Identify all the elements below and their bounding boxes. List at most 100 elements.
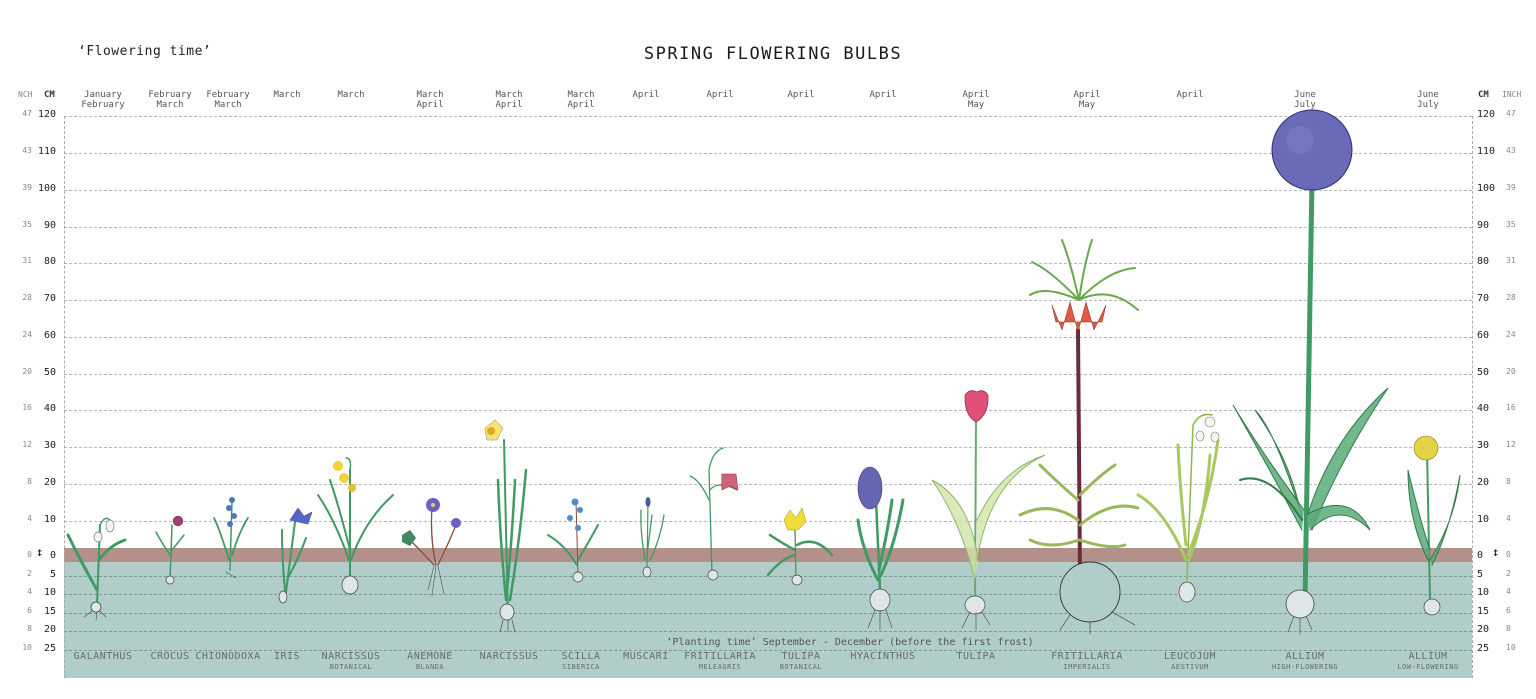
left-cm-tick: 50 xyxy=(43,367,56,378)
gridline xyxy=(64,153,1472,154)
gridline xyxy=(64,300,1472,301)
gridline xyxy=(64,374,1472,375)
plant-variety-label: HIGH-FLOWERING xyxy=(1271,663,1338,671)
plant-name-label: GALANTHUS xyxy=(73,651,133,662)
right-inch-tick: 31 xyxy=(1506,256,1516,265)
right-inch-tick: 47 xyxy=(1506,109,1516,118)
flowering-month-2: March xyxy=(214,100,242,110)
right-inch-depth-tick: 10 xyxy=(1506,643,1516,652)
gridline xyxy=(64,484,1472,485)
flowering-month-1: June xyxy=(1294,90,1316,100)
plant-name-label: FRITILLARIA xyxy=(684,651,756,662)
soil-area xyxy=(64,562,1472,678)
plant-variety-label: LOW-FLOWERING xyxy=(1397,663,1459,671)
left-cm-depth-tick: 10 xyxy=(43,587,56,598)
flowering-month-2: April xyxy=(495,100,523,110)
chart-subtitle: ‘Flowering time’ xyxy=(78,44,212,59)
right-cm-ground-tick: 0 xyxy=(1477,550,1484,561)
plant-name-label: FRITILLARIA xyxy=(1051,651,1123,662)
flowering-month-2: April xyxy=(567,100,595,110)
plant-name-label: TULIPA xyxy=(781,651,821,662)
right-cm-tick: 60 xyxy=(1477,330,1490,341)
right-cm-depth-tick: 5 xyxy=(1477,569,1484,580)
left-cm-tick: 70 xyxy=(43,293,56,304)
left-cm-ground-tick: 0 xyxy=(49,550,56,561)
plant-name-label: NARCISSUS xyxy=(321,651,381,662)
flowering-time-label: January February xyxy=(63,90,143,110)
right-inch-tick: 24 xyxy=(1506,330,1516,339)
plant-name-label: ALLIUM xyxy=(1285,651,1325,662)
left-axis-line xyxy=(64,116,65,678)
left-cm-depth-tick: 5 xyxy=(49,569,56,580)
right-cm-depth-tick: 20 xyxy=(1477,624,1490,635)
left-cm-tick: 60 xyxy=(43,330,56,341)
flowering-month-2: July xyxy=(1294,100,1316,110)
flowering-time-label: February March xyxy=(188,90,268,110)
plant-variety-label: MELEAGRIS xyxy=(698,663,742,671)
left-inch-tick: 35 xyxy=(22,220,32,229)
left-ground-arrow-icon: ↕ xyxy=(36,545,44,559)
plant-variety-label: AESTIVUM xyxy=(1171,663,1209,671)
flowering-month-1: April xyxy=(869,90,897,100)
left-inch-depth-tick: 2 xyxy=(27,569,32,578)
left-inch-tick: 20 xyxy=(22,367,32,376)
gridline xyxy=(64,410,1472,411)
left-inch-tick: 8 xyxy=(27,477,32,486)
planting-time-note: ‘Planting time’ September - December (be… xyxy=(666,637,1034,648)
soil-gridline xyxy=(64,594,1472,595)
left-cm-tick: 30 xyxy=(43,440,56,451)
right-cm-depth-tick: 10 xyxy=(1477,587,1490,598)
plant-variety-label: IMPERIALIS xyxy=(1063,663,1111,671)
flowering-month-1: March xyxy=(273,90,301,100)
flowering-month-2: April xyxy=(416,100,444,110)
plant-name-label: MUSCARI xyxy=(623,651,669,662)
left-inch-depth-tick: 6 xyxy=(27,606,32,615)
flowering-time-label: June July xyxy=(1388,90,1468,110)
flowering-time-label: March xyxy=(247,90,327,100)
right-cm-tick: 10 xyxy=(1477,514,1490,525)
flowering-time-label: April xyxy=(680,90,760,100)
right-cm-depth-tick: 25 xyxy=(1477,643,1490,654)
flowering-month-1: February xyxy=(206,90,250,100)
plant-name-label: ANEMONE xyxy=(407,651,453,662)
right-inch-tick: 43 xyxy=(1506,146,1516,155)
flowering-month-2: May xyxy=(1078,100,1096,110)
right-inch-tick: 4 xyxy=(1506,514,1511,523)
left-inch-tick: 28 xyxy=(22,293,32,302)
soil-gridline xyxy=(64,650,1472,651)
plant-name-label: NARCISSUS xyxy=(479,651,539,662)
flowering-month-1: March xyxy=(416,90,444,100)
flowering-month-1: June xyxy=(1417,90,1439,100)
left-cm-tick: 10 xyxy=(43,514,56,525)
right-cm-tick: 110 xyxy=(1477,146,1496,157)
right-cm-axis-label: CM xyxy=(1478,90,1489,100)
plant-name-label: HYACINTHUS xyxy=(850,651,916,662)
plant-name-label: CROCUS xyxy=(150,651,190,662)
right-inch-depth-tick: 4 xyxy=(1506,587,1511,596)
plant-name-label: IRIS xyxy=(273,651,301,662)
plant-variety-label: BOTANICAL xyxy=(329,663,373,671)
right-cm-tick: 40 xyxy=(1477,403,1490,414)
left-inch-tick: 31 xyxy=(22,256,32,265)
right-axis-line xyxy=(1472,116,1473,678)
left-inch-tick: 16 xyxy=(22,403,32,412)
flowering-month-1: April xyxy=(1073,90,1101,100)
left-cm-tick: 80 xyxy=(43,256,56,267)
right-inch-tick: 28 xyxy=(1506,293,1516,302)
flowering-month-1: March xyxy=(337,90,365,100)
gridline xyxy=(64,337,1472,338)
flowering-month-1: April xyxy=(787,90,815,100)
right-inch-axis-label: INCH xyxy=(1502,90,1522,99)
flowering-time-label: April xyxy=(1150,90,1230,100)
soil-gridline xyxy=(64,631,1472,632)
flowering-time-label: April xyxy=(761,90,841,100)
flowering-month-1: April xyxy=(962,90,990,100)
left-inch-depth-tick: 10 xyxy=(22,643,32,652)
flowering-month-2: February xyxy=(81,100,125,110)
flowering-time-label: March April xyxy=(390,90,470,110)
chart-title: SPRING FLOWERING BULBS xyxy=(643,44,903,64)
plant-name-label: SCILLA xyxy=(561,651,601,662)
gridline xyxy=(64,263,1472,264)
left-inch-tick: 43 xyxy=(22,146,32,155)
left-inch-tick: 39 xyxy=(22,183,32,192)
